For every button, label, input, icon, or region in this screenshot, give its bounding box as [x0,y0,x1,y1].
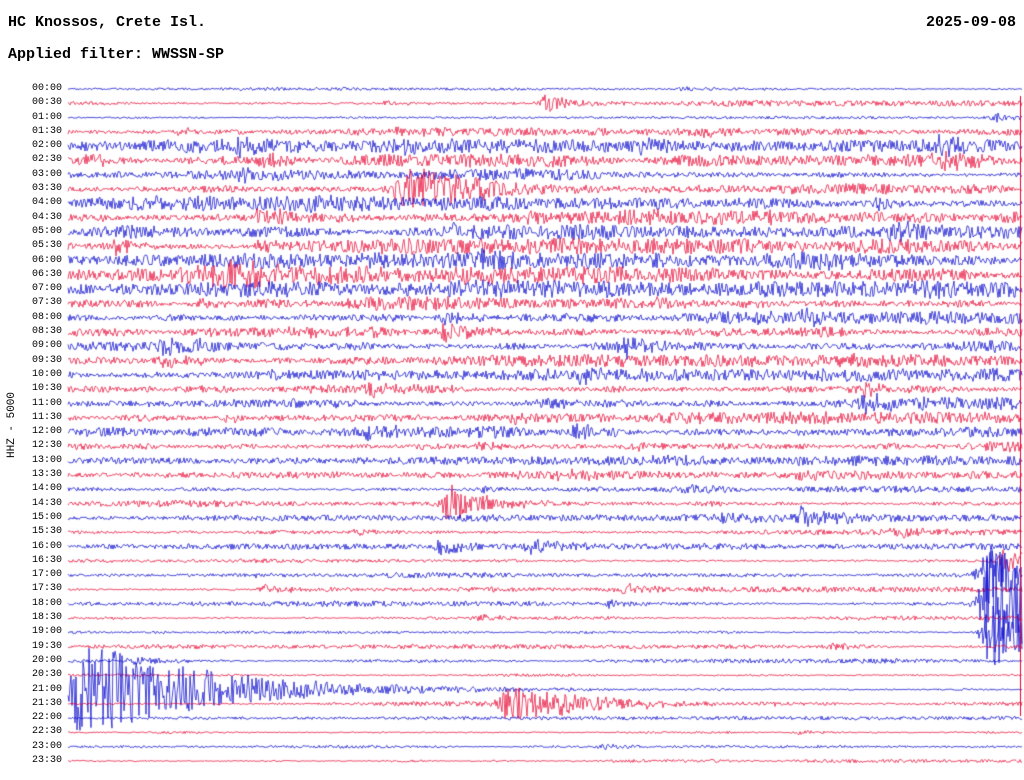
time-label: 02:00 [31,140,62,152]
time-label: 21:00 [31,683,62,695]
time-label: 09:30 [31,354,62,366]
time-label: 16:00 [31,540,62,552]
time-label: 12:00 [31,426,62,438]
time-label: 13:00 [31,454,62,466]
time-label: 22:00 [31,712,62,724]
y-axis-label: HHZ - 5000 [6,391,18,459]
time-label: 10:00 [31,368,62,380]
filter-label: Applied filter: WWSSN-SP [8,46,225,63]
time-label: 16:30 [31,554,62,566]
time-label: 23:00 [31,740,62,752]
time-label: 00:30 [31,97,62,109]
time-label: 05:00 [31,225,62,237]
time-label: 08:00 [31,311,62,323]
time-label: 17:30 [31,583,62,595]
time-label: 10:30 [31,383,62,395]
time-label: 02:30 [31,154,62,166]
time-label: 21:30 [31,697,62,709]
time-label: 04:00 [31,197,62,209]
time-label: 23:30 [31,755,62,766]
time-label: 11:00 [31,397,62,409]
time-label: 05:30 [31,240,62,252]
time-label: 13:30 [31,469,62,481]
time-label: 19:00 [31,626,62,638]
time-label: 01:00 [31,111,62,123]
time-label: 04:30 [31,211,62,223]
time-label: 14:30 [31,497,62,509]
time-label: 22:30 [31,726,62,738]
time-label: 06:00 [31,254,62,266]
time-label: 17:00 [31,569,62,581]
time-label: 08:30 [31,326,62,338]
time-label: 14:00 [31,483,62,495]
time-label: 15:00 [31,511,62,523]
time-label: 09:00 [31,340,62,352]
time-label: 06:30 [31,268,62,280]
time-label: 07:00 [31,283,62,295]
time-label: 12:30 [31,440,62,452]
time-label: 20:30 [31,669,62,681]
time-label: 15:30 [31,526,62,538]
time-label: 03:30 [31,183,62,195]
time-label: 19:30 [31,640,62,652]
station-title: HC Knossos, Crete Isl. [8,14,207,31]
time-label: 20:00 [31,654,62,666]
time-label: 01:30 [31,125,62,137]
time-label: 00:00 [31,83,62,94]
time-label: 18:30 [31,612,62,624]
time-label: 11:30 [31,411,62,423]
time-label: 18:00 [31,597,62,609]
date-label: 2025-09-08 [925,14,1016,31]
time-label: 03:00 [31,168,62,180]
time-label: 07:30 [31,297,62,309]
